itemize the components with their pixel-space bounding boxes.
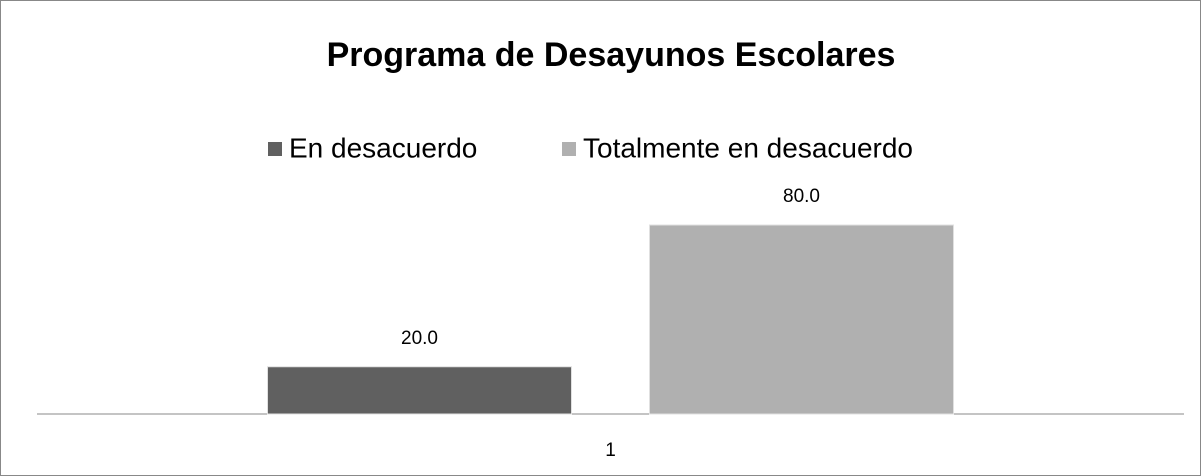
chart-title: Programa de Desayunos Escolares <box>327 36 896 74</box>
bar <box>267 366 572 415</box>
bar <box>649 224 954 415</box>
data-label: 20.0 <box>401 328 438 349</box>
x-tick-label: 1 <box>605 440 616 461</box>
legend-swatch <box>562 142 576 156</box>
legend-label: Totalmente en desacuerdo <box>583 132 913 163</box>
legend-swatch <box>268 142 282 156</box>
legend-label: En desacuerdo <box>289 132 477 163</box>
data-label: 80.0 <box>783 186 820 207</box>
